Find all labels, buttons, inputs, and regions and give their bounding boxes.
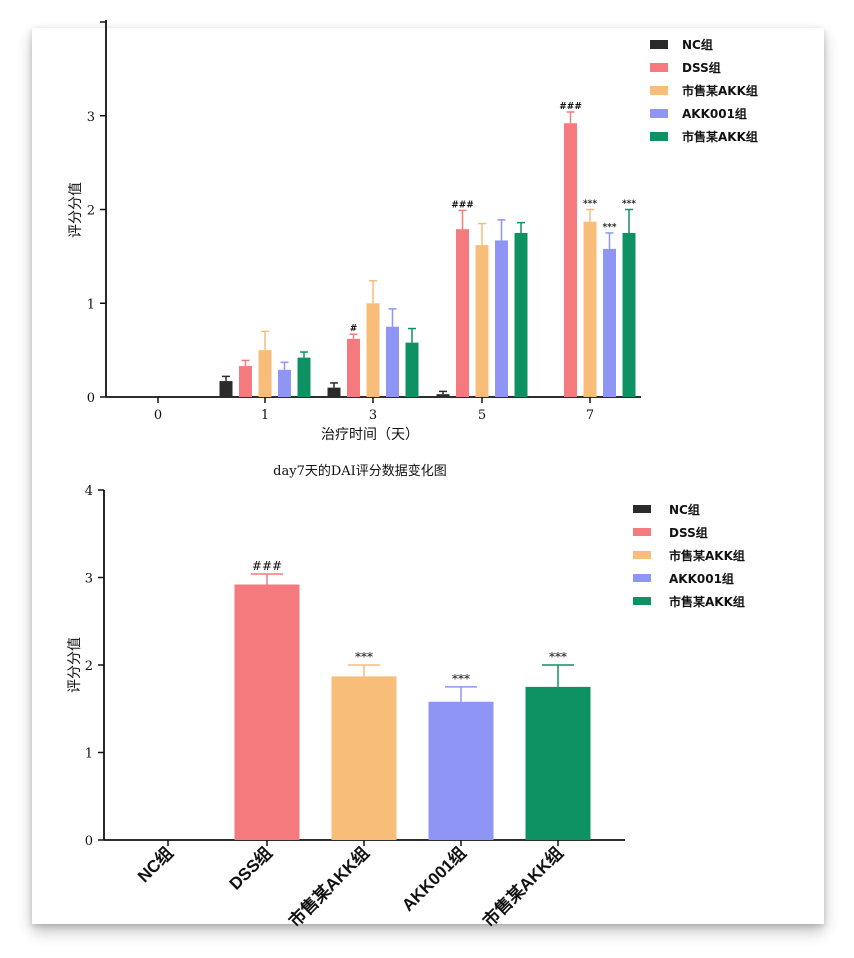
legend-label: NC组 bbox=[682, 37, 713, 52]
bar-NC bbox=[436, 394, 450, 397]
bar-AKK001 bbox=[428, 701, 494, 840]
y-axis-label: 评分分值 bbox=[68, 182, 84, 238]
legend-swatch bbox=[633, 551, 651, 559]
legend-swatch bbox=[650, 109, 668, 118]
significance-mark: *** bbox=[602, 223, 616, 233]
legend-swatch bbox=[633, 505, 651, 513]
bar-market1 bbox=[475, 245, 489, 397]
x-tick-label: 5 bbox=[478, 408, 486, 423]
bar-market1 bbox=[331, 676, 397, 840]
y-tick-label: 2 bbox=[85, 659, 93, 674]
bar-DSS bbox=[239, 366, 252, 397]
bar-DSS bbox=[456, 229, 469, 397]
significance-mark: ### bbox=[252, 559, 282, 573]
legend-swatch bbox=[650, 86, 668, 95]
bar-market2 bbox=[297, 357, 311, 397]
chart-title: day7天的DAI评分数据变化图 bbox=[273, 463, 447, 479]
significance-mark: *** bbox=[549, 650, 567, 664]
x-tick-label: 市售某AKK组 bbox=[285, 843, 373, 931]
legend-swatch bbox=[650, 132, 668, 141]
bar-market2 bbox=[405, 342, 419, 397]
legend-swatch bbox=[633, 597, 651, 605]
bar-DSS bbox=[564, 123, 577, 397]
bar-NC bbox=[219, 381, 233, 397]
x-tick-label: 市售某AKK组 bbox=[479, 843, 567, 931]
legend-swatch bbox=[650, 40, 668, 49]
legend-label: 市售某AKK组 bbox=[669, 594, 745, 609]
legend-label: 市售某AKK组 bbox=[669, 548, 745, 563]
bar-market2 bbox=[525, 686, 591, 840]
bar-AKK001 bbox=[278, 369, 291, 397]
x-tick-label: NC组 bbox=[133, 843, 177, 887]
bar-market1 bbox=[583, 221, 597, 397]
x-tick-label: 0 bbox=[154, 408, 162, 423]
bar-DSS bbox=[234, 584, 300, 840]
significance-mark: ### bbox=[559, 102, 582, 112]
legend-swatch bbox=[633, 574, 651, 582]
y-tick-label: 2 bbox=[87, 204, 95, 219]
bar-AKK001 bbox=[495, 240, 508, 397]
legend-label: DSS组 bbox=[669, 525, 708, 540]
bar-NC bbox=[327, 387, 341, 397]
y-tick-label: 1 bbox=[85, 747, 93, 762]
legend-swatch bbox=[633, 528, 651, 536]
significance-mark: # bbox=[350, 324, 358, 334]
legend-label: DSS组 bbox=[682, 60, 721, 75]
significance-mark: *** bbox=[355, 650, 373, 664]
y-tick-label: 4 bbox=[85, 484, 93, 499]
legend-label: AKK001组 bbox=[669, 571, 734, 586]
significance-mark: *** bbox=[622, 200, 636, 210]
legend-label: 市售某AKK组 bbox=[682, 83, 758, 98]
significance-mark: *** bbox=[583, 200, 597, 210]
legend-label: NC组 bbox=[669, 502, 700, 517]
y-tick-label: 3 bbox=[87, 110, 95, 125]
x-tick-label: 3 bbox=[369, 408, 377, 423]
x-axis-label: 治疗时间（天） bbox=[321, 427, 419, 443]
figure-card bbox=[32, 28, 824, 924]
y-tick-label: 3 bbox=[85, 572, 93, 587]
bar-AKK001 bbox=[603, 248, 616, 397]
y-tick-label: 1 bbox=[87, 297, 95, 312]
bar-market2 bbox=[514, 232, 528, 397]
legend-label: 市售某AKK组 bbox=[682, 129, 758, 144]
x-tick-label: 7 bbox=[586, 408, 594, 423]
x-tick-label: AKK001组 bbox=[398, 843, 470, 915]
y-tick-label: 0 bbox=[87, 391, 95, 406]
bar-market1 bbox=[366, 303, 380, 397]
bar-AKK001 bbox=[386, 326, 399, 397]
bar-market2 bbox=[622, 232, 636, 397]
bar-market1 bbox=[258, 350, 272, 397]
legend-label: AKK001组 bbox=[682, 106, 747, 121]
significance-mark: *** bbox=[452, 672, 470, 686]
dai-day7-chart: day7天的DAI评分数据变化图 0 1 2 3 4 ### *** *** *** NC组 D… bbox=[67, 463, 745, 931]
significance-mark: ### bbox=[451, 200, 474, 210]
x-tick-label: DSS组 bbox=[225, 843, 276, 894]
x-tick-label: 1 bbox=[261, 408, 269, 423]
y-axis-label: 评分分值 bbox=[67, 637, 83, 693]
bar-DSS bbox=[347, 338, 360, 397]
y-tick-label: 0 bbox=[85, 834, 93, 849]
legend-swatch bbox=[650, 63, 668, 72]
